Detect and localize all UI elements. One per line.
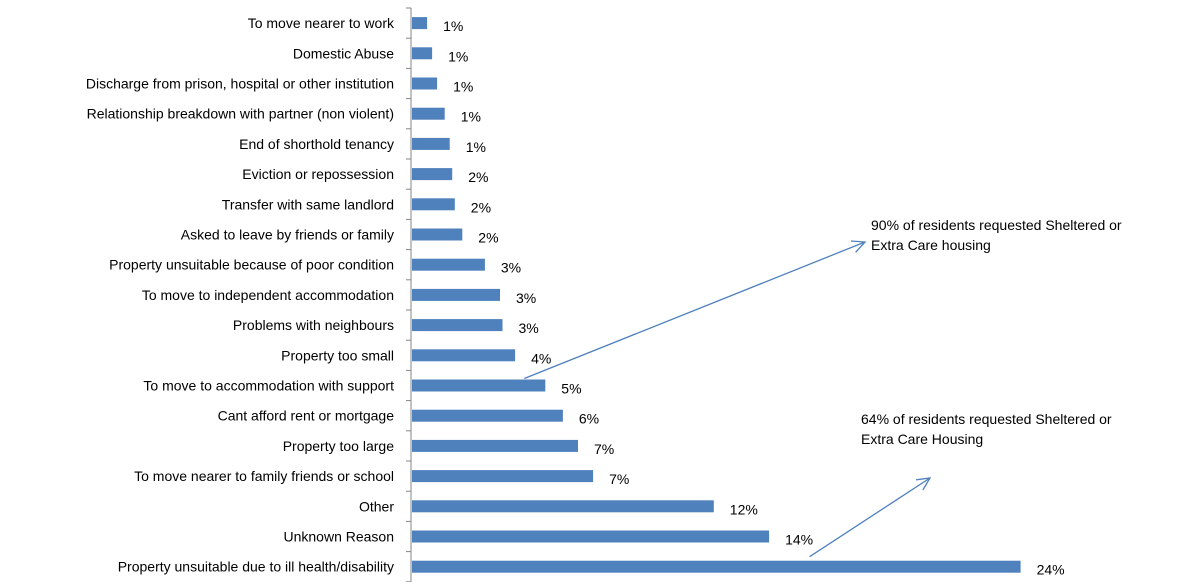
category-label: To move nearer to family friends or scho… — [134, 468, 394, 484]
annotation-text: Extra Care Housing — [861, 431, 983, 447]
category-label: Asked to leave by friends or family — [181, 227, 394, 243]
bar — [412, 198, 455, 211]
category-label: Discharge from prison, hospital or other… — [86, 76, 394, 92]
category-label: To move to independent accommodation — [142, 287, 394, 303]
category-label: End of shorthold tenancy — [239, 136, 394, 152]
category-label: Transfer with same landlord — [222, 196, 394, 212]
bar — [412, 137, 450, 150]
data-label: 3% — [516, 290, 536, 306]
data-label: 1% — [443, 18, 463, 34]
data-label: 3% — [501, 260, 521, 276]
category-label: Problems with neighbours — [233, 317, 394, 333]
category-label: To move nearer to work — [248, 15, 395, 31]
category-label: Property too small — [281, 347, 394, 363]
bar — [412, 258, 485, 271]
data-label: 14% — [785, 532, 813, 548]
category-label: Other — [359, 498, 394, 514]
bar — [412, 319, 503, 332]
annotation-text: 64% of residents requested Sheltered or — [861, 411, 1112, 427]
bar — [412, 379, 546, 392]
annotation-text: 90% of residents requested Sheltered or — [871, 217, 1122, 233]
data-label: 5% — [561, 381, 581, 397]
annotation-arrow — [809, 477, 931, 558]
bar — [412, 47, 433, 60]
bar — [412, 17, 428, 30]
annotation-text: Extra Care housing — [871, 237, 991, 253]
annotations-layer: 90% of residents requested Sheltered or E… — [524, 217, 1122, 558]
category-label: Property unsuitable because of poor cond… — [109, 257, 394, 273]
labels-layer: To move nearer to work 1% Domestic Abuse 1%… — [86, 15, 1065, 578]
category-label: To move to accommodation with support — [143, 378, 394, 394]
bars-layer — [412, 17, 1021, 573]
data-label: 7% — [609, 471, 629, 487]
data-label: 6% — [579, 411, 599, 427]
annotation-arrowhead — [850, 240, 867, 253]
category-label: Relationship breakdown with partner (non… — [87, 106, 394, 122]
axis-layer — [406, 7, 412, 582]
data-label: 3% — [519, 320, 539, 336]
category-label: Unknown Reason — [283, 529, 394, 545]
data-label: 12% — [730, 501, 758, 517]
bar — [412, 560, 1021, 573]
category-label: Property unsuitable due to ill health/di… — [118, 559, 394, 575]
bar — [412, 168, 453, 181]
annotation-arrowhead — [916, 477, 932, 491]
bar — [412, 500, 714, 513]
data-label: 1% — [461, 109, 481, 125]
bar — [412, 288, 500, 301]
data-label: 4% — [531, 350, 551, 366]
bar — [412, 409, 563, 422]
data-label: 24% — [1037, 562, 1065, 578]
data-label: 1% — [466, 139, 486, 155]
data-label: 2% — [478, 230, 498, 246]
bar — [412, 107, 445, 120]
annotation-arrow — [524, 241, 866, 380]
bar — [412, 470, 594, 483]
data-label: 1% — [448, 48, 468, 64]
data-label: 2% — [468, 169, 488, 185]
bar — [412, 349, 516, 362]
category-label: Domestic Abuse — [293, 45, 394, 61]
bar — [412, 530, 770, 543]
category-label: Eviction or repossession — [242, 166, 394, 182]
data-label: 7% — [594, 441, 614, 457]
data-label: 2% — [471, 199, 491, 215]
bar — [412, 439, 578, 452]
category-label: Property too large — [283, 438, 394, 454]
bar — [412, 228, 463, 241]
bar — [412, 77, 438, 90]
data-label: 1% — [453, 79, 473, 95]
category-label: Cant afford rent or mortgage — [218, 408, 395, 424]
